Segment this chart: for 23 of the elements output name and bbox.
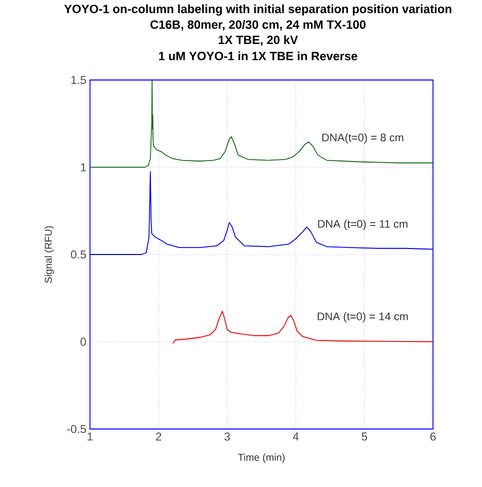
chart-title: YOYO-1 on-column labeling with initial separation position variation xyxy=(64,4,452,16)
x-tick-label: 1 xyxy=(88,432,93,440)
x-axis-title: Time (min) xyxy=(238,453,285,463)
line-series xyxy=(172,310,433,344)
y-axis-title: Signal (RFU) xyxy=(44,226,54,283)
x-tick-label: 2 xyxy=(156,432,162,441)
x-tick-label: 5 xyxy=(362,432,368,441)
series-label: DNA (t=0) = 11 cm xyxy=(318,220,408,230)
chart-subtitle: C16B, 80mer, 20/30 cm, 24 mM TX-100 xyxy=(150,20,366,31)
y-tick-label: 0 xyxy=(80,338,86,346)
y-tick-label: 1 xyxy=(80,163,86,172)
x-tick-label: 6 xyxy=(430,432,436,441)
line-series xyxy=(90,80,433,168)
series-label: DNA (t=0) = 14 cm xyxy=(318,312,408,322)
x-tick-label: 3 xyxy=(224,432,230,441)
x-tick-label: 4 xyxy=(292,432,299,440)
text: 1X TBE, 20 kV xyxy=(218,35,298,46)
series-label: DNA(t=0) = 8 cm xyxy=(322,133,404,144)
text: 1 uM YOYO-1 in 1X TBE in Reverse xyxy=(159,51,358,60)
line-series xyxy=(90,171,433,255)
y-tick-label: 0.5 xyxy=(70,250,86,259)
y-tick-label: 1.5 xyxy=(71,76,86,84)
y-tick-label: -0.5 xyxy=(67,424,86,434)
